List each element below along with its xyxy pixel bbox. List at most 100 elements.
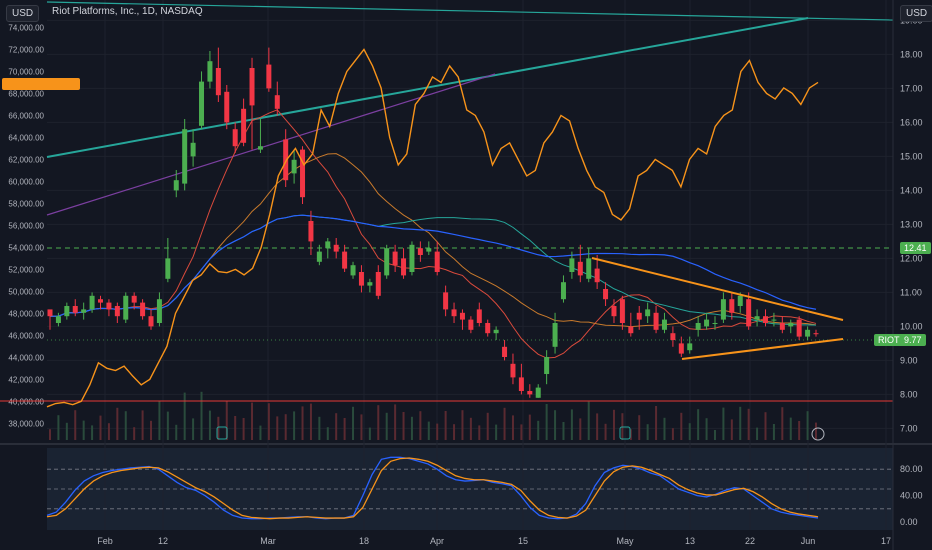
volume-bar (638, 415, 641, 440)
candle-body (552, 323, 558, 347)
currency-right[interactable]: USD (900, 5, 932, 22)
candle-body (805, 329, 811, 337)
y-left-tick-label: 74,000.00 (8, 23, 44, 32)
candle-body (401, 258, 407, 276)
candle-body (510, 363, 516, 378)
y-left-tick-label: 64,000.00 (8, 133, 44, 142)
y-left-tick-label: 46,000.00 (8, 331, 44, 340)
candle-body (603, 289, 609, 300)
volume-bar (141, 410, 144, 440)
candle-body (375, 272, 381, 296)
candle-body (257, 146, 263, 150)
volume-bar (276, 416, 279, 440)
candle-body (333, 244, 339, 252)
candle-body (535, 387, 541, 398)
triangle-lower-line (681, 338, 844, 360)
triangle-upper-line (591, 257, 844, 321)
y-left-tick-label: 72,000.00 (8, 45, 44, 54)
candle-body (443, 292, 449, 310)
candle-body (156, 299, 162, 323)
volume-bar (368, 427, 371, 440)
y-left-tick-label: 60,000.00 (8, 177, 44, 186)
volume-bar (242, 418, 245, 440)
volume-bar (427, 421, 430, 440)
volume-bar (453, 424, 456, 440)
volume-bar (293, 411, 296, 440)
y-right-tick-label: 13.00 (900, 219, 923, 229)
bitcoin-change-badge (44, 78, 80, 90)
volume-bar (419, 411, 422, 440)
candle-body (81, 309, 87, 313)
ma-long (50, 214, 817, 317)
level-badge: 12.41 (900, 242, 931, 254)
volume-bar (444, 411, 447, 440)
volume-bar (234, 416, 237, 440)
volume-bar (629, 429, 632, 440)
candle-body (569, 258, 575, 272)
volume-bar (116, 407, 119, 440)
candle-body (459, 312, 465, 320)
stoch-tick-label: 80.00 (900, 464, 923, 474)
candle-body (173, 180, 179, 191)
candle-body (131, 295, 137, 303)
volume-bar (671, 428, 674, 440)
volume-bar (217, 416, 220, 440)
candle-body (417, 248, 423, 255)
volume-bar (326, 427, 329, 440)
volume-bar (57, 415, 60, 440)
volume-bar (335, 413, 338, 440)
volume-bar (713, 430, 716, 440)
volume-bar (528, 414, 531, 440)
candle-body (687, 343, 693, 351)
volume-bar (124, 411, 127, 440)
candle-body (148, 316, 154, 327)
volume-bar (402, 412, 405, 440)
volume-bar (133, 427, 136, 440)
volume-bar (49, 429, 51, 440)
candle-body (661, 319, 667, 330)
currency-left[interactable]: USD (6, 5, 40, 22)
volume-bar (394, 404, 397, 440)
candle-body (140, 302, 146, 317)
volume-bar (74, 410, 77, 440)
candle-body (89, 295, 95, 310)
volume-bar (680, 412, 683, 440)
y-left-tick-label: 50,000.00 (8, 287, 44, 296)
candle-body (384, 248, 390, 276)
stoch-k-line (46, 456, 819, 520)
candle-body (342, 251, 348, 269)
candle-body (64, 306, 70, 317)
candle-body (249, 68, 255, 106)
candle-body (678, 343, 684, 354)
bitcoin-price-badge (2, 78, 48, 90)
candle-body (308, 221, 314, 242)
y-right-tick-label: 8.00 (900, 389, 918, 399)
candle-body (300, 149, 306, 198)
symbol-badge: RIOT (874, 334, 904, 346)
y-left-tick-label: 62,000.00 (8, 155, 44, 164)
candle-body (594, 268, 600, 283)
candle-body (762, 316, 768, 323)
candle-body (746, 299, 752, 327)
candle-body (266, 64, 272, 89)
y-left-tick-label: 38,000.00 (8, 419, 44, 428)
volume-bar (150, 420, 153, 440)
volume-bar (65, 422, 68, 440)
volume-bar (99, 415, 102, 440)
volume-bar (478, 425, 481, 440)
volume-bar (385, 412, 388, 440)
volume-bar (587, 401, 590, 440)
candle-body (367, 282, 373, 286)
volume-bar (806, 411, 809, 440)
candle-body (560, 282, 566, 300)
volume-bar (570, 409, 573, 440)
volume-bar (646, 424, 649, 440)
y-left-tick-label: 40,000.00 (8, 397, 44, 406)
volume-bar (158, 401, 161, 440)
volume-bar (772, 424, 775, 440)
x-tick-label: Jun (801, 536, 816, 546)
volume-bar (284, 414, 287, 440)
y-left-tick-label: 58,000.00 (8, 199, 44, 208)
candle-body (215, 68, 221, 96)
candle-body (232, 129, 238, 147)
